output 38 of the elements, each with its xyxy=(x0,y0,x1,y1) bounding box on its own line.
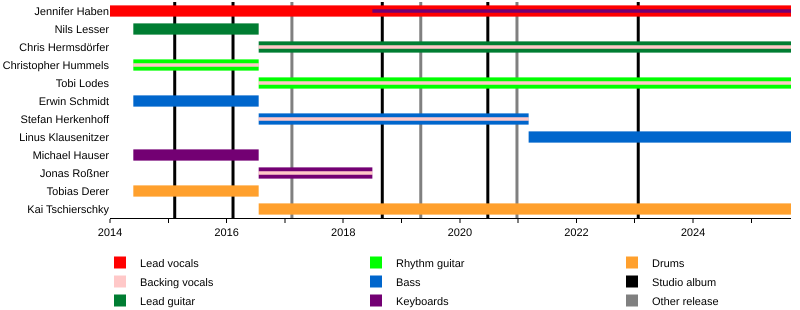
y-tick-label: Nils Lesser xyxy=(54,24,110,36)
x-tick-label: 2024 xyxy=(680,227,706,240)
legend-label: Keyboards xyxy=(396,296,450,308)
bar xyxy=(133,63,259,67)
y-tick-label: Christopher Hummels xyxy=(2,60,110,72)
legend-label: Other release xyxy=(652,296,719,308)
y-tick-label: Stefan Herkenhoff xyxy=(20,114,110,126)
legend-label: Studio album xyxy=(652,276,716,289)
y-tick-label: Tobias Derer xyxy=(46,186,110,198)
y-tick-label: Tobi Lodes xyxy=(56,78,110,90)
legend-label: Lead vocals xyxy=(140,258,200,270)
x-tick-label: 2014 xyxy=(98,227,122,240)
y-tick-label: Jennifer Haben xyxy=(34,6,109,18)
bar xyxy=(258,203,791,215)
x-tick-label: 2022 xyxy=(564,227,589,240)
y-tick-label: Jonas Roßner xyxy=(40,168,110,180)
x-tick-label: 2018 xyxy=(330,227,356,240)
legend-label: Lead guitar xyxy=(140,296,196,308)
bar xyxy=(133,149,259,161)
legend-label: Bass xyxy=(396,276,421,289)
legend-label: Backing vocals xyxy=(140,276,214,289)
bar xyxy=(258,45,791,49)
bar xyxy=(258,171,372,175)
y-tick-label: Erwin Schmidt xyxy=(38,96,109,108)
y-tick-label: Kai Tschierschky xyxy=(27,204,110,216)
bar xyxy=(528,131,791,143)
bar xyxy=(133,185,259,197)
bar xyxy=(258,81,791,85)
x-tick-label: 2020 xyxy=(448,227,472,240)
legend-label: Rhythm guitar xyxy=(396,258,465,270)
legend-label: Drums xyxy=(652,258,685,270)
y-tick-label: Michael Hauser xyxy=(32,150,110,162)
x-tick-label: 2016 xyxy=(214,227,239,240)
y-tick-label: Chris Hermsdörfer xyxy=(19,42,110,54)
bar xyxy=(133,23,259,35)
bar xyxy=(258,117,529,121)
y-tick-label: Linus Klausenitzer xyxy=(19,132,110,144)
bar xyxy=(133,95,259,107)
